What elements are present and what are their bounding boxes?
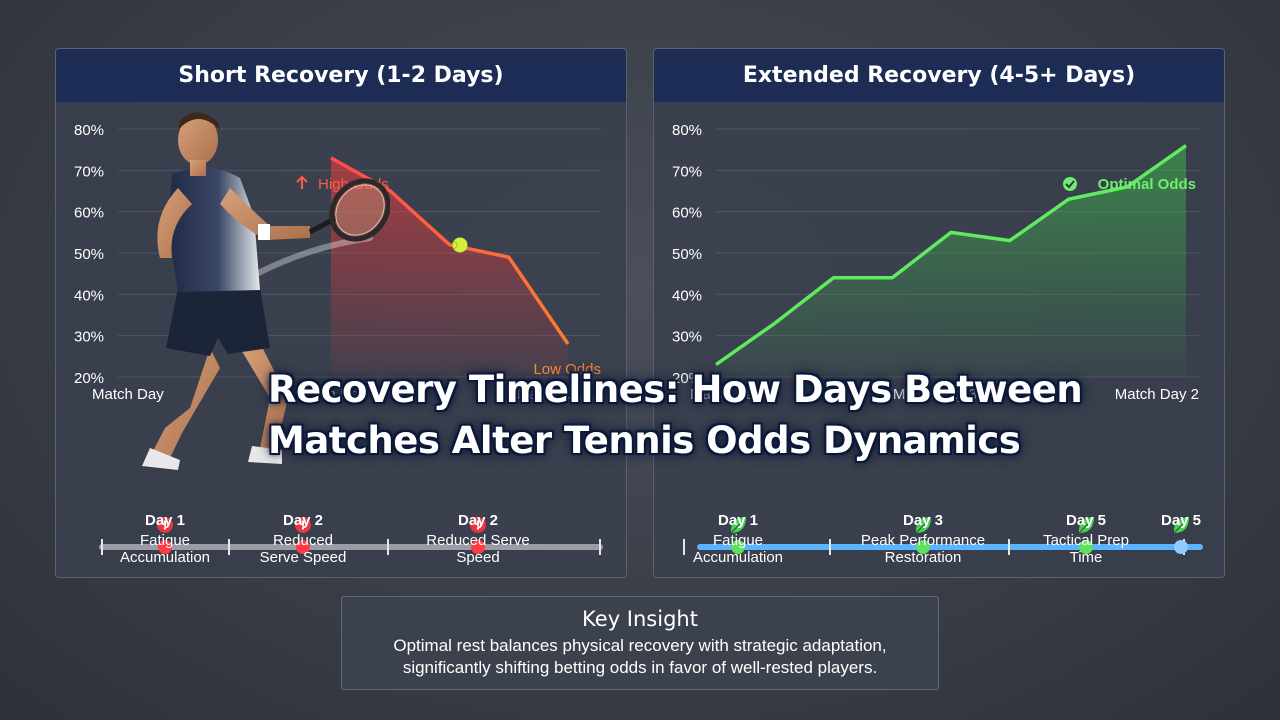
timeline-desc: Speed xyxy=(456,549,500,566)
timeline-label: Day 5 xyxy=(1106,512,1224,532)
key-insight-line-2: significantly shifting betting odds in f… xyxy=(402,658,878,677)
timeline-node xyxy=(296,540,310,554)
timeline-desc: Fatigue xyxy=(712,532,764,549)
key-insight-box: Key Insight Optimal rest balances physic… xyxy=(341,596,939,690)
alert-icon: ! xyxy=(295,517,311,533)
timeline-desc: Reduced Serve xyxy=(426,532,530,549)
y-tick-label: 30% xyxy=(74,329,104,346)
y-tick-label: 50% xyxy=(74,246,104,263)
timeline-desc: Accumulation xyxy=(692,549,784,566)
timeline-day: Day 3 xyxy=(902,512,944,529)
timeline-day: Day 5 xyxy=(1160,512,1202,529)
leaf-icon xyxy=(1173,517,1189,534)
leaf-icon xyxy=(915,517,931,534)
short-recovery-panel: Short Recovery (1-2 Days) 80% 70% 60% 50% 40… xyxy=(55,48,627,578)
y-tick-label: 40% xyxy=(672,287,702,304)
timeline-day: Day 2 xyxy=(282,512,324,529)
short-recovery-title: Short Recovery (1-2 Days) xyxy=(56,49,626,103)
y-tick-label: 60% xyxy=(74,205,104,222)
y-tick-label: 30% xyxy=(672,329,702,346)
tennis-ball-icon xyxy=(452,237,468,253)
timeline-desc: Peak Performance xyxy=(860,532,986,549)
x-tick-label: Match Day 1 xyxy=(690,386,774,403)
timeline-label: Day 1 Fatigue Accumulation xyxy=(663,512,813,566)
x-tick-label: Match Day xyxy=(92,386,164,403)
timeline-desc: Tactical Prep xyxy=(1043,532,1129,549)
x-tick-label: Match Day 2 xyxy=(295,386,379,403)
y-tick-label: 60% xyxy=(672,205,702,222)
key-insight-title: Key Insight xyxy=(582,607,698,631)
series-line xyxy=(714,144,1188,367)
leaf-icon xyxy=(730,517,746,534)
annotation-label: Optimal Odds xyxy=(1098,176,1196,193)
svg-text:!: ! xyxy=(162,519,167,533)
y-tick-label: 20% xyxy=(672,370,702,387)
leaf-icon xyxy=(1078,517,1094,534)
timeline-label: Day 3 Peak Performance Restoration xyxy=(848,512,998,566)
extended-recovery-title: Extended Recovery (4-5+ Days) xyxy=(654,49,1224,103)
y-tick-label: 70% xyxy=(672,163,702,180)
main-title: Recovery Timelines: How Days Between Mat… xyxy=(268,364,1168,466)
timeline-desc: Serve Speed xyxy=(259,549,347,566)
y-tick-label: 50% xyxy=(672,246,702,263)
short-recovery-chart: 80% 70% 60% 50% 40% 30% 20%Match Day Match Day … xyxy=(74,122,601,403)
y-tick-label: 70% xyxy=(74,163,104,180)
timeline-label: Day 2 Reduced Serve Speed xyxy=(228,512,378,566)
timeline-node xyxy=(1174,540,1188,554)
y-tick-label: 80% xyxy=(672,122,702,139)
timeline-node xyxy=(731,540,745,554)
timeline-label: Day 5 Tactical Prep Time xyxy=(1011,512,1161,566)
svg-text:!: ! xyxy=(475,519,480,533)
timeline-node xyxy=(916,540,930,554)
timeline-node xyxy=(158,540,172,554)
alert-icon: ! xyxy=(157,517,173,533)
main-title-line-2: Matches Alter Tennis Odds Dynamics xyxy=(268,419,1021,462)
extended-recovery-panel: Extended Recovery (4-5+ Days) 80% 70% 60% 5… xyxy=(653,48,1225,578)
timeline-day: Day 2 xyxy=(457,512,499,529)
x-tick-label: Match Day 3 xyxy=(893,386,977,403)
key-insight-line-1: Optimal rest balances physical recovery … xyxy=(393,636,887,655)
timeline-desc: Fatigue xyxy=(139,532,191,549)
extended-recovery-timeline xyxy=(683,517,1203,555)
arrow-up-icon xyxy=(296,175,308,189)
extended-recovery-chart: 80% 70% 60% 50% 40% 30% 20%Match Day 1 Match Da… xyxy=(672,122,1199,403)
alert-icon: ! xyxy=(470,517,486,533)
x-tick-label: Match Day 2 xyxy=(517,386,601,403)
timeline-desc: Reduced xyxy=(272,532,334,549)
svg-text:!: ! xyxy=(300,519,305,533)
timeline-day: Day 1 xyxy=(717,512,759,529)
annotation-label: Low Odds xyxy=(533,361,601,378)
timeline-day: Day 1 xyxy=(144,512,186,529)
main-title-line-1: Recovery Timelines: How Days Between xyxy=(268,368,1083,411)
timeline-desc: Restoration xyxy=(884,549,962,566)
y-tick-label: 80% xyxy=(74,122,104,139)
timeline-node xyxy=(471,540,485,554)
timeline-desc: Accumulation xyxy=(119,549,211,566)
check-circle-icon xyxy=(1063,177,1077,191)
key-insight-body: Optimal rest balances physical recovery … xyxy=(342,635,938,679)
timeline-desc: Time xyxy=(1069,549,1103,566)
y-tick-label: 40% xyxy=(74,287,104,304)
x-tick-label: Match Day 2 xyxy=(1115,386,1199,403)
timeline-day: Day 5 xyxy=(1065,512,1107,529)
series-area xyxy=(716,145,1186,377)
short-recovery-timeline: !!! xyxy=(99,517,603,555)
tennis-player-illustration xyxy=(142,112,390,470)
y-tick-label: 20% xyxy=(74,370,104,387)
timeline-label: Day 1 Fatigue Accumulation xyxy=(90,512,240,566)
timeline-label: Day 2 Reduced Serve Speed xyxy=(403,512,553,566)
timeline-node xyxy=(1079,540,1093,554)
series-area xyxy=(331,157,568,377)
